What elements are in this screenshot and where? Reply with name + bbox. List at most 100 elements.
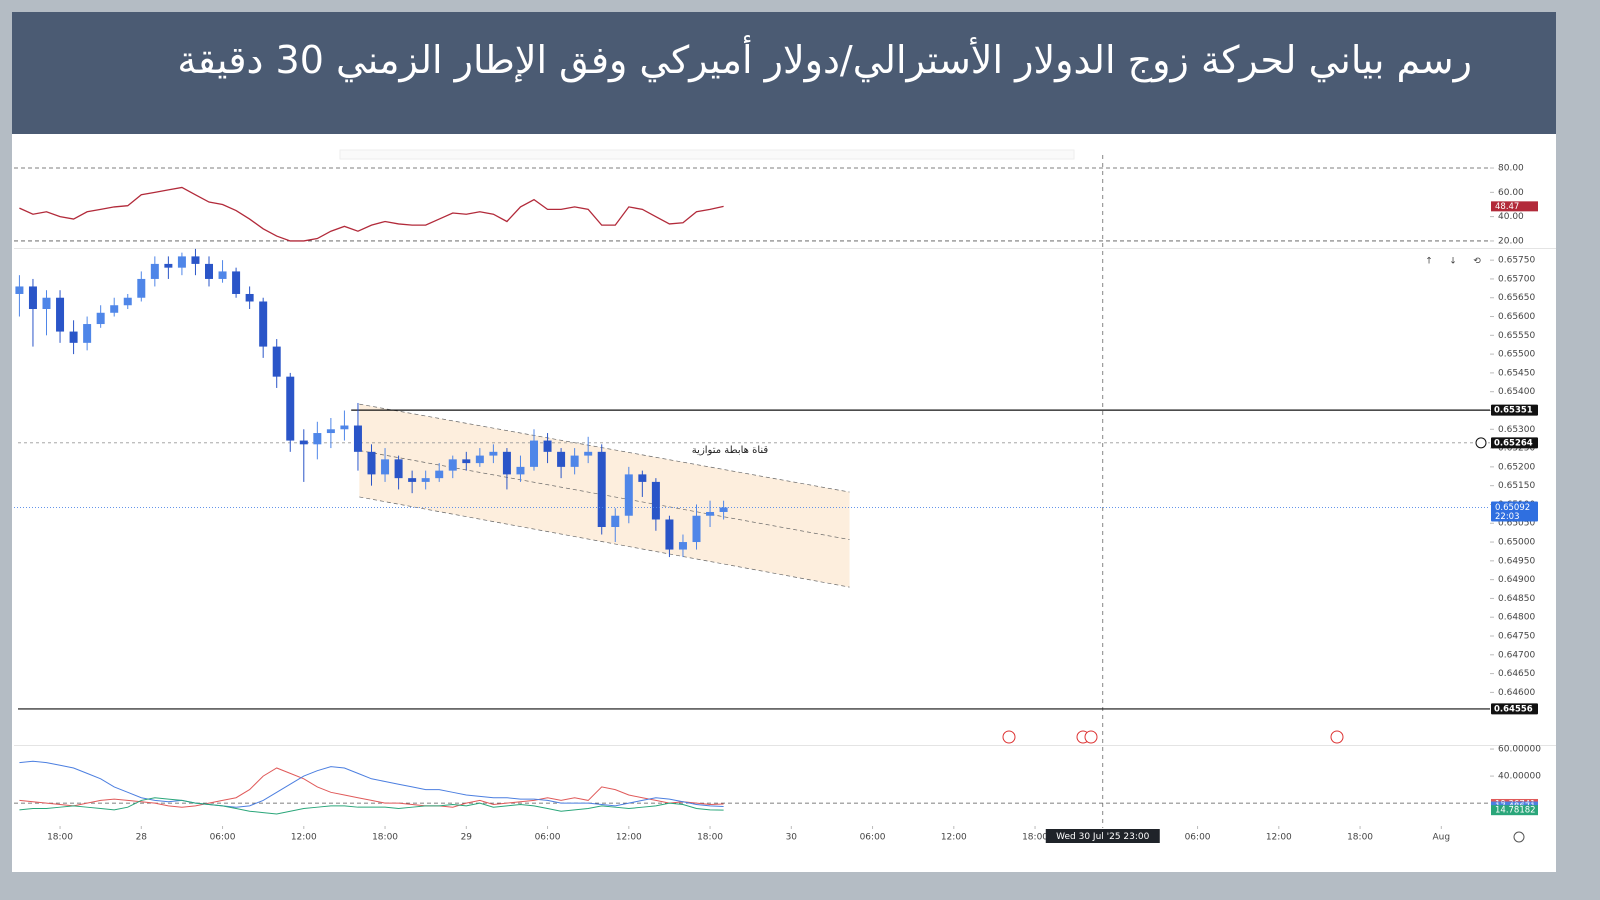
y-tick-label: 0.64950 <box>1498 556 1535 566</box>
candle-body <box>719 507 728 512</box>
candle-body <box>177 256 186 268</box>
x-tick-label: 06:00 <box>1185 833 1211 843</box>
candle-body <box>313 433 322 445</box>
channel-label: قناة هابطة متوازية <box>692 445 769 456</box>
y-tick-label: 0.65200 <box>1498 462 1535 472</box>
crosshair-label-box <box>1045 829 1160 843</box>
y-tick-label: 0.65600 <box>1498 312 1535 322</box>
y-tick-label: 0.64600 <box>1498 688 1535 698</box>
x-tick-label: 18:00 <box>1022 833 1048 843</box>
x-tick-label: 06:00 <box>860 833 886 843</box>
header: رسم بياني لحركة زوج الدولار الأسترالي/دو… <box>12 12 1556 134</box>
candle-body <box>530 440 539 467</box>
y-tick-label: 20.00 <box>1498 236 1524 246</box>
candle-body <box>421 478 430 482</box>
y-tick-label: 0.64650 <box>1498 669 1535 679</box>
candle-body <box>123 297 132 306</box>
y-tick-label: 0.65400 <box>1498 387 1535 397</box>
event-icons <box>1002 730 1344 744</box>
indicator-line <box>19 760 724 808</box>
y-tick-label: 0.65250 <box>1498 444 1535 454</box>
candle-body <box>651 481 660 520</box>
y-tick-label: 0.65750 <box>1498 256 1535 266</box>
candle-body <box>42 297 51 310</box>
current-price-box <box>1491 501 1538 522</box>
x-tick-label: 18:00 <box>47 833 73 843</box>
candle-body <box>69 331 78 343</box>
event-flag[interactable] <box>1330 730 1344 744</box>
candle-body <box>692 515 701 543</box>
x-tick-label: 12:00 <box>616 833 642 843</box>
candle-body <box>584 451 593 456</box>
y-tick-label: 0.64900 <box>1498 575 1535 585</box>
candle-body <box>624 474 633 516</box>
candle-body <box>28 286 37 310</box>
candle-body <box>408 478 417 482</box>
candle-body <box>611 515 620 528</box>
down-button[interactable]: ↓ <box>1449 257 1457 267</box>
y-tick-label: 0.65150 <box>1498 481 1535 491</box>
candle-body <box>164 263 173 268</box>
candle-body <box>245 293 254 302</box>
candle-body <box>489 451 498 456</box>
x-tick-label: 28 <box>136 833 148 843</box>
y-tick-label: 80.00 <box>1498 164 1524 174</box>
y-tick-label: 0.65000 <box>1498 538 1535 548</box>
settings-icon[interactable] <box>1513 831 1525 843</box>
candle-body <box>462 459 471 464</box>
countdown: 22:03 <box>1495 512 1520 522</box>
candle-body <box>665 519 674 550</box>
candle-body <box>110 305 119 313</box>
toolbar <box>339 149 1075 160</box>
price-label: 0.65351 <box>1494 406 1533 416</box>
channel-middle <box>359 450 850 540</box>
candle-body <box>299 440 308 445</box>
candle-body <box>367 451 376 475</box>
candle-body <box>706 511 715 516</box>
title: رسم بياني لحركة زوج الدولار الأسترالي/دو… <box>177 38 1472 82</box>
loop-button[interactable]: ⟲ <box>1473 257 1481 267</box>
candle-body <box>597 451 606 528</box>
indicator-value-label: 14.78182 <box>1495 806 1536 816</box>
candle-body <box>353 425 362 452</box>
y-tick-label: 0.64850 <box>1498 594 1535 604</box>
x-tick-label: 12:00 <box>1266 833 1292 843</box>
y-tick-label: 0.65700 <box>1498 274 1535 284</box>
up-button[interactable]: ↑ <box>1425 257 1433 267</box>
indicator-line <box>19 797 724 815</box>
candle-body <box>381 459 390 475</box>
indicator-line <box>19 767 724 808</box>
x-tick-label: 12:00 <box>291 833 317 843</box>
x-tick-label: 30 <box>786 833 798 843</box>
event-flag[interactable] <box>1002 730 1016 744</box>
indicator-value-box <box>1491 201 1538 212</box>
alert-icon[interactable] <box>1475 437 1487 449</box>
price-label: 0.64556 <box>1494 704 1533 714</box>
candle-body <box>340 425 349 430</box>
price-label: 0.65264 <box>1494 438 1533 448</box>
candle-body <box>286 376 295 441</box>
y-tick-label: 40.00 <box>1498 212 1524 222</box>
candle-body <box>137 278 146 298</box>
event-flag[interactable] <box>1084 730 1098 744</box>
indicator-value-label: 48.47 <box>1495 202 1519 212</box>
crosshair-label: Wed 30 Jul '25 23:00 <box>1056 832 1150 842</box>
candle-body <box>326 429 335 434</box>
candle-body <box>218 271 227 279</box>
y-tick-label: 0.64700 <box>1498 650 1535 660</box>
y-tick-label: 0.65650 <box>1498 293 1535 303</box>
candle-body <box>96 312 105 325</box>
x-tick-label: 12:00 <box>941 833 967 843</box>
candle-body <box>15 286 24 294</box>
y-tick-label: 60.00000 <box>1498 745 1541 755</box>
candle-body <box>475 455 484 464</box>
candle-body <box>259 301 268 347</box>
x-tick-label: 06:00 <box>535 833 561 843</box>
y-tick-label: 0.64750 <box>1498 632 1535 642</box>
x-tick-label: 18:00 <box>1347 833 1373 843</box>
candle-body <box>557 451 566 467</box>
x-tick-label: 18:00 <box>372 833 398 843</box>
candle-body <box>638 474 647 482</box>
